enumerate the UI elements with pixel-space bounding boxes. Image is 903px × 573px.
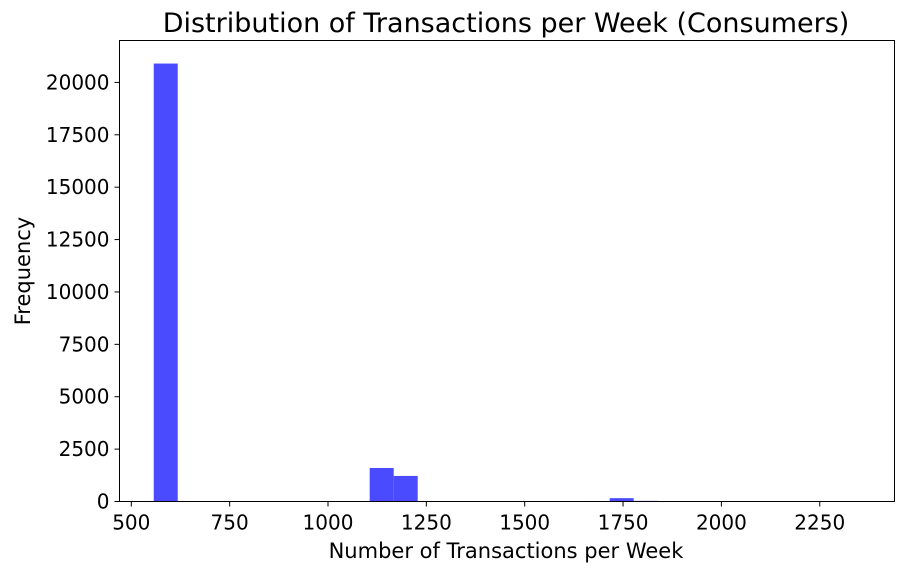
x-tick-label: 1750 bbox=[598, 511, 649, 535]
y-tick-label: 7500 bbox=[59, 332, 110, 356]
histogram-bar bbox=[609, 498, 634, 502]
y-axis-label: Frequency bbox=[11, 217, 35, 326]
x-tick-label: 500 bbox=[112, 511, 150, 535]
y-tick-label: 2500 bbox=[59, 437, 110, 461]
plot-frame bbox=[119, 40, 895, 502]
x-tick-label: 2250 bbox=[794, 511, 845, 535]
y-tick-label: 12500 bbox=[46, 228, 110, 252]
x-axis-label: Number of Transactions per Week bbox=[329, 539, 685, 563]
y-tick-label: 17500 bbox=[46, 123, 110, 147]
histogram-bar bbox=[369, 467, 394, 502]
x-tick-label: 750 bbox=[211, 511, 249, 535]
y-tick-label: 0 bbox=[97, 490, 110, 514]
x-tick-label: 1500 bbox=[499, 511, 550, 535]
y-axis-ticks: 0 2500 5000 7500 10000 12500 15000 17500 20000 bbox=[46, 70, 120, 514]
x-axis-ticks: 500 750 1000 1250 1500 1750 2000 2250 bbox=[112, 501, 845, 535]
y-tick-label: 15000 bbox=[46, 175, 110, 199]
x-tick-label: 2000 bbox=[696, 511, 747, 535]
y-tick-label: 10000 bbox=[46, 280, 110, 304]
histogram-bar bbox=[393, 475, 418, 502]
x-tick-label: 1250 bbox=[401, 511, 452, 535]
y-tick-label: 20000 bbox=[46, 70, 110, 94]
y-tick-label: 5000 bbox=[59, 385, 110, 409]
chart-title: Distribution of Transactions per Week (C… bbox=[163, 8, 850, 39]
histogram-bar bbox=[153, 63, 178, 502]
bars-group bbox=[153, 63, 874, 502]
x-tick-label: 1000 bbox=[303, 511, 354, 535]
